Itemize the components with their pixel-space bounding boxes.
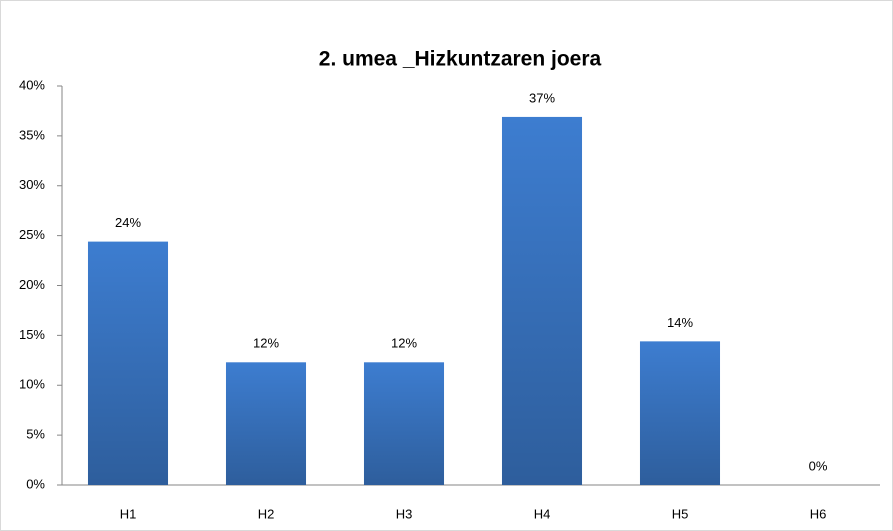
data-label: 24% [115, 215, 141, 230]
data-label: 12% [391, 336, 417, 351]
data-label: 0% [809, 458, 828, 473]
y-tick-label: 5% [26, 427, 45, 442]
x-tick-label: H6 [810, 506, 827, 521]
bar-shade [225, 362, 307, 485]
data-label: 14% [667, 315, 693, 330]
y-tick-label: 25% [19, 227, 45, 242]
x-tick-label: H2 [258, 506, 275, 521]
bar-shade [639, 341, 721, 485]
chart-title: 2. umea _Hizkuntzaren joera [319, 48, 602, 71]
x-tick-label: H5 [672, 506, 689, 521]
data-label: 12% [253, 336, 279, 351]
y-tick-label: 35% [19, 127, 45, 142]
x-tick-label: H1 [120, 506, 137, 521]
x-tick-label: H3 [396, 506, 413, 521]
y-tick-label: 40% [19, 77, 45, 92]
bar-shade [363, 362, 445, 485]
y-tick-label: 0% [26, 476, 45, 491]
x-tick-label: H4 [534, 506, 551, 521]
bar-shade [501, 116, 583, 486]
bar-shade [87, 241, 169, 485]
y-tick-label: 20% [19, 277, 45, 292]
y-tick-label: 10% [19, 377, 45, 392]
y-tick-label: 30% [19, 177, 45, 192]
y-tick-label: 15% [19, 327, 45, 342]
data-label: 37% [529, 90, 555, 105]
